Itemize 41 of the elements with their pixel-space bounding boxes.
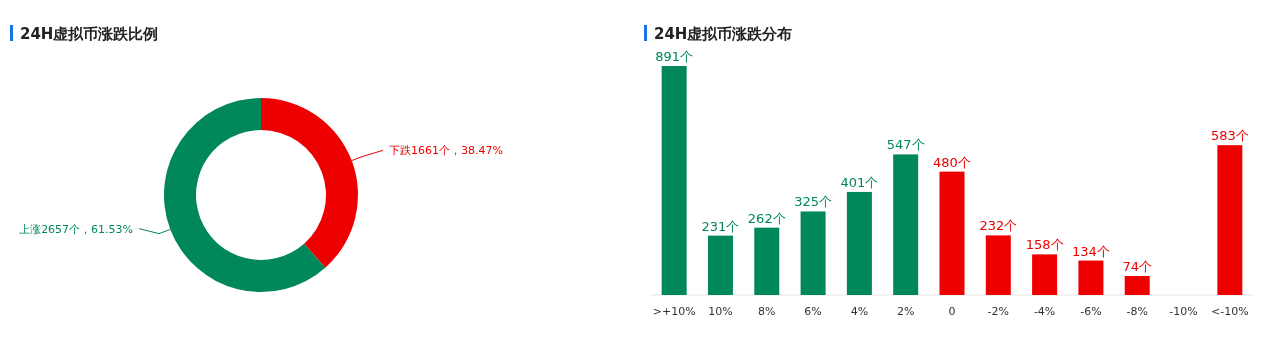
- bar: [893, 154, 919, 295]
- data-label: 158个: [1025, 237, 1064, 253]
- data-label: 480个: [933, 154, 971, 170]
- slice-label: 下跌1661个，38.47%: [388, 144, 503, 158]
- data-label: 547个: [886, 137, 925, 153]
- x-tick-label: 10%: [708, 305, 733, 318]
- data-label: 232个: [979, 218, 1018, 234]
- data-label: 231个: [701, 218, 740, 234]
- x-tick-label: <-10%: [1211, 305, 1249, 318]
- slice-label: 上涨2657个，61.53%: [19, 222, 134, 236]
- bar: [707, 235, 733, 295]
- bar: [1217, 145, 1243, 295]
- bar: [661, 66, 687, 295]
- bar: [846, 191, 872, 295]
- data-label: 583个: [1210, 128, 1249, 144]
- bar: [1078, 260, 1104, 295]
- x-tick-label: -6%: [1080, 305, 1102, 318]
- x-tick-label: -10%: [1169, 305, 1198, 318]
- chart-title: 24H虚拟币涨跌比例: [20, 25, 159, 43]
- bar: [800, 211, 826, 295]
- x-tick-label: 4%: [850, 305, 869, 318]
- x-tick-label: -4%: [1033, 305, 1056, 318]
- x-tick-label: -8%: [1126, 305, 1148, 318]
- bar: [939, 171, 965, 295]
- x-tick-label: 6%: [804, 305, 822, 318]
- data-label: 134个: [1072, 243, 1110, 259]
- x-tick-label: -2%: [987, 305, 1010, 318]
- data-label: 891个: [655, 49, 694, 64]
- x-tick-label: 2%: [896, 305, 915, 318]
- x-tick-label: 0: [948, 305, 956, 318]
- data-label: 74个: [1122, 258, 1152, 274]
- bar: [754, 227, 780, 295]
- data-label: 401个: [840, 174, 879, 190]
- bar: [1032, 254, 1058, 295]
- chart-title: 24H虚拟币涨跌分布: [654, 25, 793, 43]
- bar: [985, 235, 1011, 295]
- x-tick-label: 8%: [758, 305, 776, 318]
- data-label: 262个: [747, 210, 786, 226]
- x-tick-label: >+10%: [652, 305, 696, 318]
- bar: [1124, 275, 1150, 295]
- data-label: 325个: [794, 194, 832, 210]
